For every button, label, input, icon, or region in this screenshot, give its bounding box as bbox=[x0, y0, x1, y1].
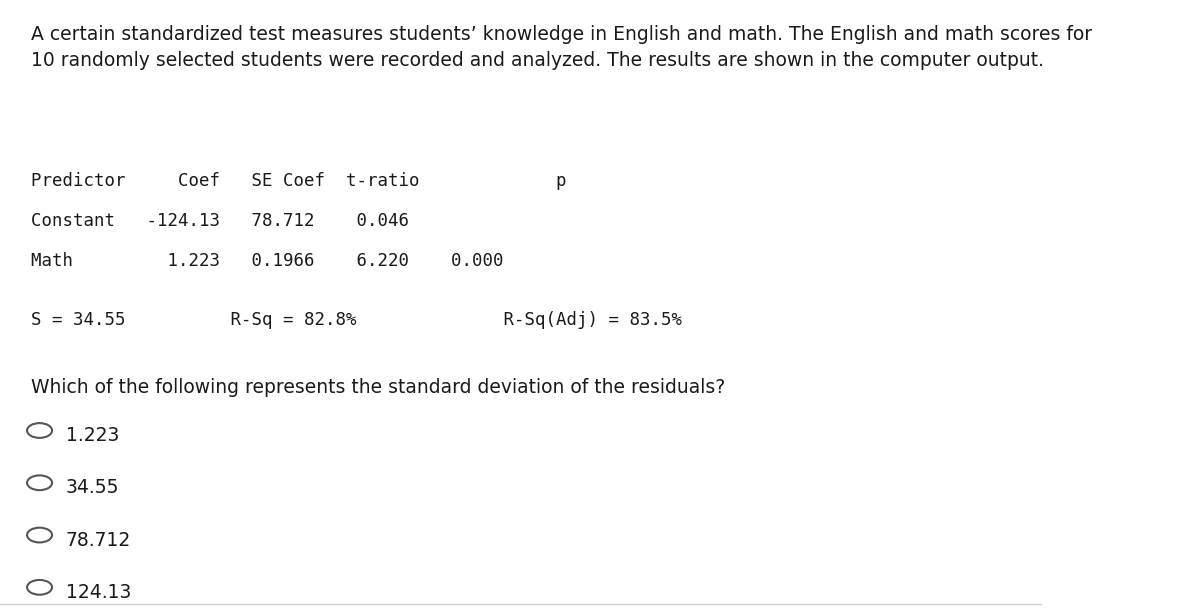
Text: Predictor     Coef   SE Coef  t-ratio             p: Predictor Coef SE Coef t-ratio p bbox=[31, 172, 566, 190]
Text: Math         1.223   0.1966    6.220    0.000: Math 1.223 0.1966 6.220 0.000 bbox=[31, 252, 504, 270]
Text: A certain standardized test measures students’ knowledge in English and math. Th: A certain standardized test measures stu… bbox=[31, 25, 1092, 70]
Text: Which of the following represents the standard deviation of the residuals?: Which of the following represents the st… bbox=[31, 378, 726, 397]
Text: S = 34.55          R-Sq = 82.8%              R-Sq(Adj) = 83.5%: S = 34.55 R-Sq = 82.8% R-Sq(Adj) = 83.5% bbox=[31, 311, 683, 328]
Text: Constant   -124.13   78.712    0.046: Constant -124.13 78.712 0.046 bbox=[31, 212, 409, 230]
Text: 1.223: 1.223 bbox=[66, 426, 119, 445]
Text: 34.55: 34.55 bbox=[66, 478, 119, 498]
Text: 78.712: 78.712 bbox=[66, 531, 131, 550]
Text: 124.13: 124.13 bbox=[66, 583, 131, 602]
